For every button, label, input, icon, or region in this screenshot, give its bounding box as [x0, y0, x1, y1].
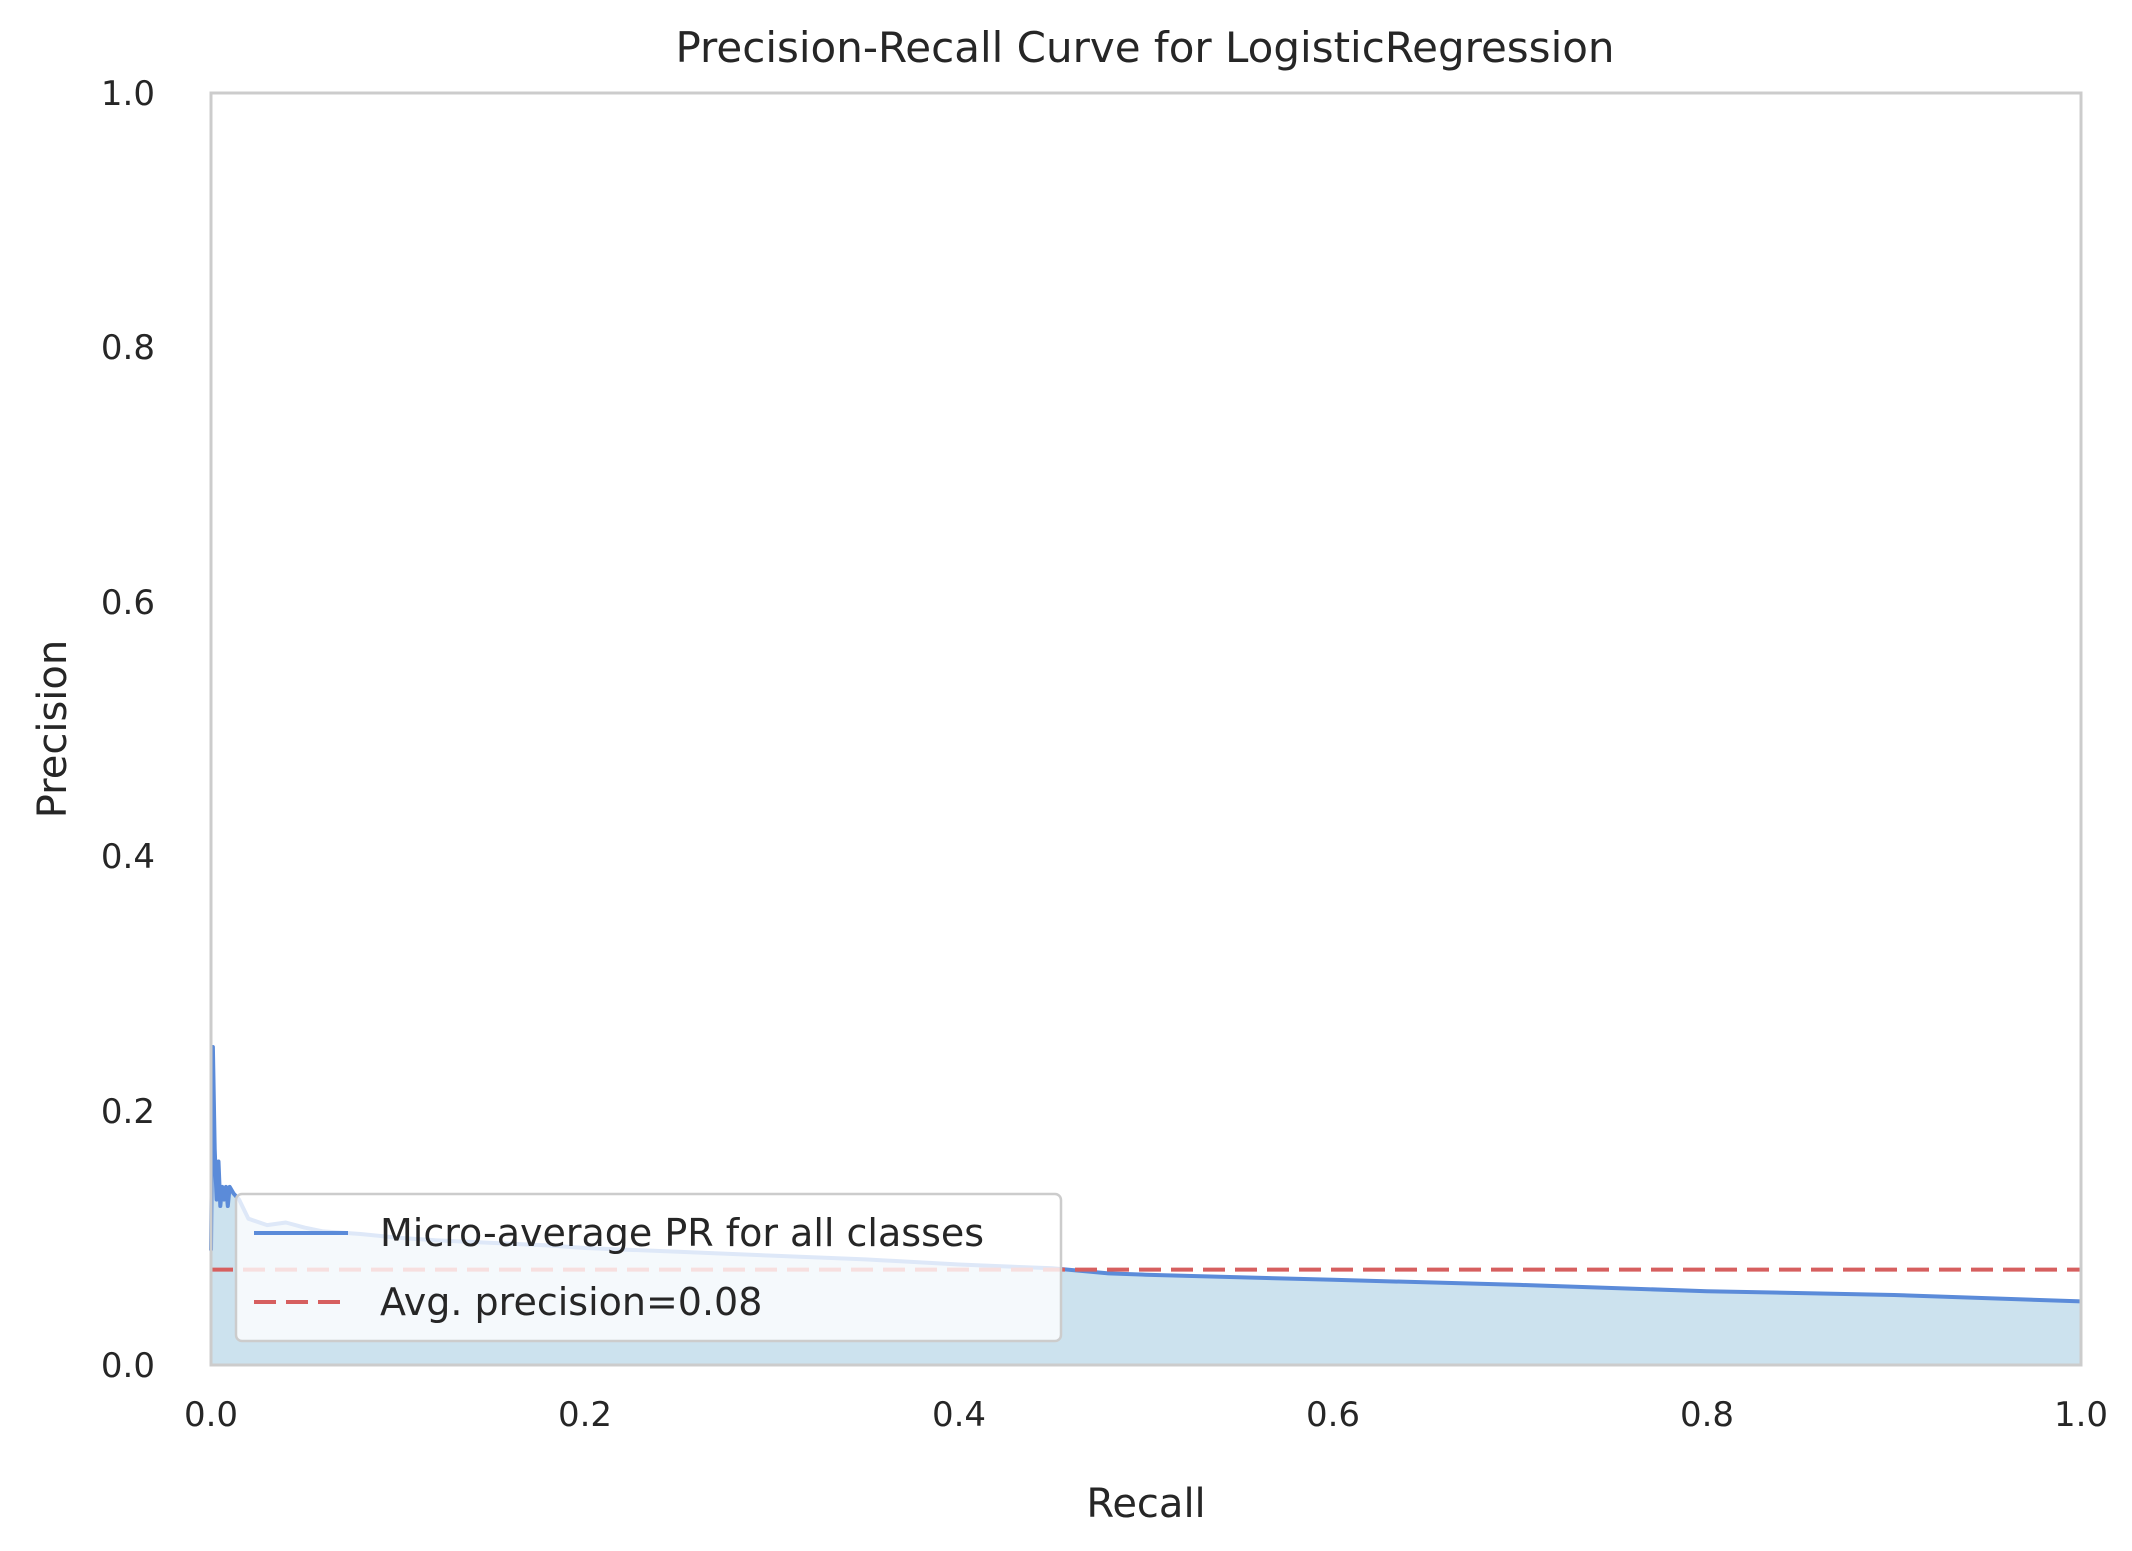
x-tick-label: 1.0	[2054, 1395, 2108, 1435]
chart-title: Precision-Recall Curve for LogisticRegre…	[675, 23, 1614, 72]
y-axis-ticks: 0.0 0.2 0.4 0.6 0.8 1.0	[101, 74, 155, 1386]
y-axis-title: Precision	[30, 640, 76, 818]
plot-frame	[209, 91, 2083, 1367]
legend-box	[234, 1192, 1063, 1343]
legend: Micro-average PR for all classes Avg. pr…	[234, 1192, 1063, 1343]
x-tick-label: 0.2	[558, 1395, 612, 1435]
legend-label-avg-precision: Avg. precision=0.08	[380, 1280, 762, 1324]
x-axis-title: Recall	[1086, 1481, 1205, 1527]
x-tick-label: 0.4	[932, 1395, 986, 1435]
y-tick-label: 0.2	[101, 1092, 155, 1132]
y-tick-label: 1.0	[101, 74, 155, 114]
x-axis-ticks: 0.0 0.2 0.4 0.6 0.8 1.0	[184, 1395, 2108, 1435]
x-tick-label: 0.6	[1306, 1395, 1360, 1435]
y-tick-label: 0.4	[101, 837, 155, 877]
y-tick-label: 0.0	[101, 1346, 155, 1386]
legend-label-micro-average: Micro-average PR for all classes	[380, 1211, 984, 1255]
y-tick-label: 0.8	[101, 328, 155, 368]
x-tick-label: 0.0	[184, 1395, 238, 1435]
y-tick-label: 0.6	[101, 583, 155, 623]
x-tick-label: 0.8	[1680, 1395, 1734, 1435]
